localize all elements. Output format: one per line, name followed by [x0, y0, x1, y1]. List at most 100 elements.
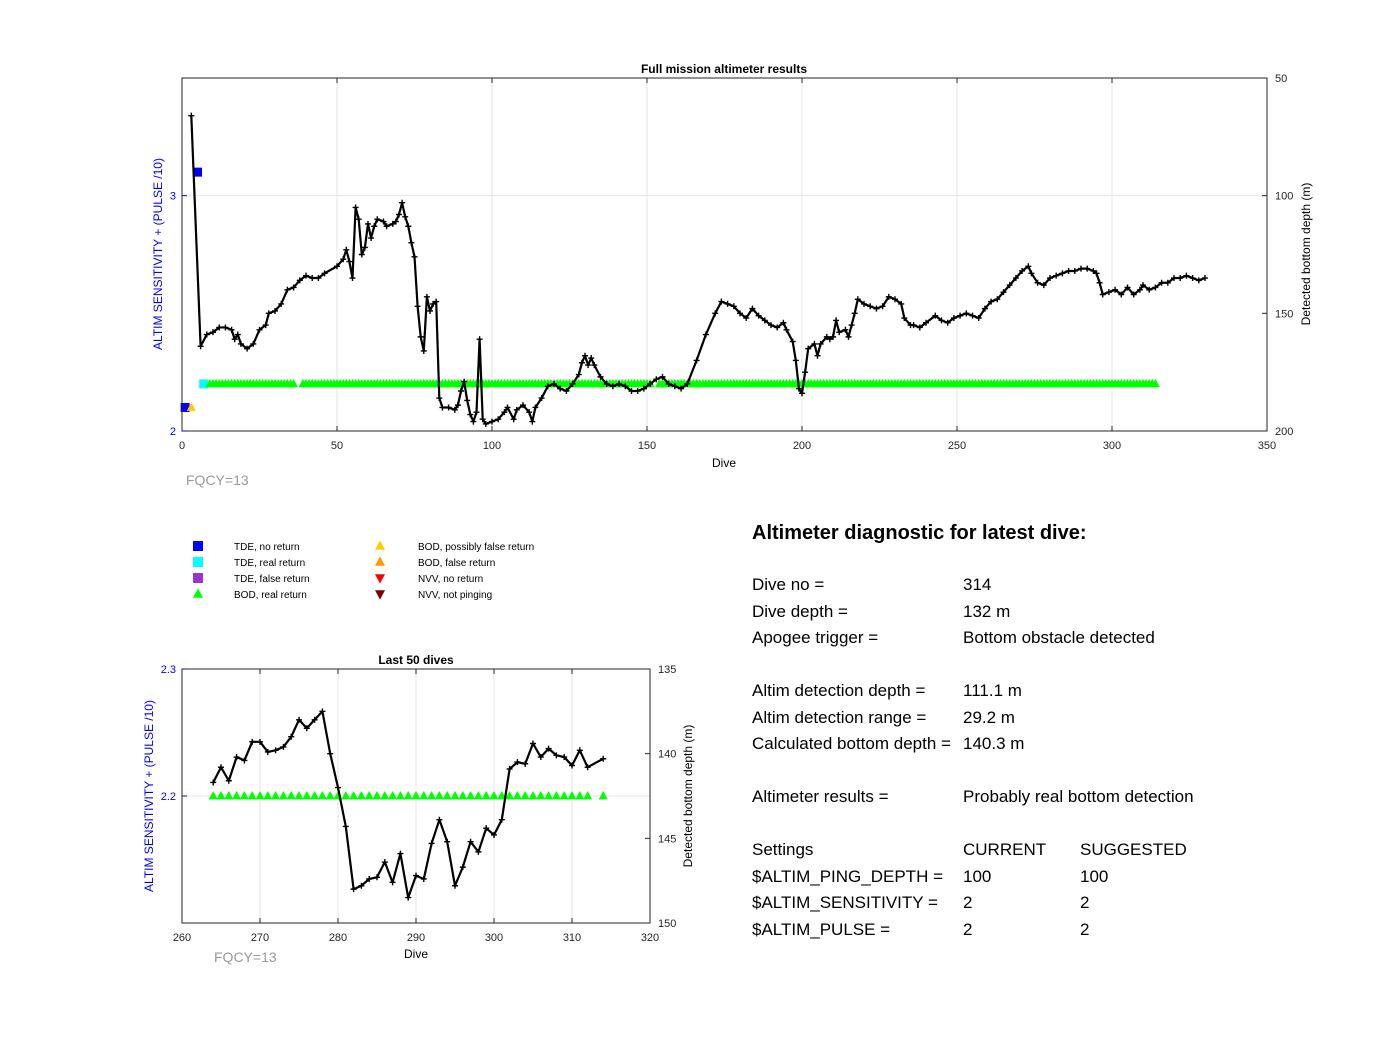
depth-point — [1040, 282, 1047, 289]
chart2-fqcy-annotation: FQCY=13 — [214, 949, 277, 965]
bod-real-return-marker — [411, 790, 421, 800]
depth-point — [1090, 267, 1097, 274]
x-tick-label: 310 — [563, 932, 581, 944]
diagnostic-suggested-value: 100 — [1080, 866, 1109, 886]
x-tick-label: 280 — [329, 932, 347, 944]
depth-point — [1084, 265, 1091, 272]
bod-real-return-marker — [489, 790, 499, 800]
y-right-tick-label: 100 — [1275, 191, 1293, 203]
bod-real-return-marker — [512, 790, 522, 800]
depth-point — [413, 872, 419, 879]
depth-point — [510, 416, 517, 423]
depth-point — [374, 874, 380, 881]
y-right-tick-label: 140 — [658, 749, 676, 761]
bod-real-return-marker — [427, 790, 437, 800]
bod-real-return-marker — [481, 790, 491, 800]
diagnostic-value: 2 — [963, 919, 973, 939]
depth-point — [944, 319, 951, 326]
bod-real-return-marker — [583, 790, 593, 800]
depth-point — [489, 418, 495, 425]
depth-point — [436, 816, 443, 823]
depth-point — [780, 319, 787, 326]
depth-point — [475, 848, 482, 855]
tde-false-returnlegend-marker — [193, 573, 203, 583]
depth-point — [303, 272, 309, 279]
diagnostic-value: Probably real bottom detection — [963, 787, 1194, 806]
diagnostic-row: Altim detection range = 29.2 m — [752, 708, 1372, 735]
y-left-tick-label: 2.2 — [161, 791, 176, 803]
depth-point — [647, 380, 654, 387]
depth-point — [501, 409, 508, 416]
depth-point — [444, 838, 451, 845]
depth-point — [1096, 279, 1103, 286]
depth-point — [569, 762, 575, 769]
depth-point — [526, 409, 533, 416]
chart1-depth-line — [188, 112, 1208, 427]
x-tick-label: 50 — [331, 440, 343, 452]
depth-point — [319, 708, 326, 715]
depth-point — [483, 825, 490, 832]
depth-point — [873, 305, 880, 312]
diagnostic-gap — [752, 814, 1372, 841]
depth-point — [1118, 291, 1125, 298]
bod-real-return-marker — [278, 790, 288, 800]
depth-point — [368, 235, 375, 242]
depth-point — [600, 755, 607, 762]
depth-point — [383, 223, 390, 230]
depth-point — [702, 331, 709, 338]
depth-point — [1177, 275, 1184, 282]
depth-point — [616, 380, 623, 387]
depth-point — [433, 298, 440, 305]
depth-point — [768, 322, 774, 329]
depth-point — [427, 307, 433, 314]
diagnostic-label: Altimeter results = — [752, 787, 889, 806]
bod-real-return-marker — [224, 790, 234, 800]
depth-point — [1065, 267, 1072, 274]
depth-point — [358, 882, 365, 889]
bod-real-return-marker — [450, 790, 460, 800]
y-right-tick-label: 150 — [658, 918, 676, 930]
bod-real-return-marker — [364, 790, 374, 800]
depth-point — [237, 340, 244, 347]
depth-point — [197, 343, 204, 350]
bod-real-return-marker — [380, 790, 390, 800]
depth-point — [234, 331, 241, 338]
depth-point — [1071, 267, 1078, 274]
depth-point — [342, 823, 349, 830]
chart2-xlabel: Dive — [404, 947, 428, 961]
depth-point — [290, 284, 297, 291]
depth-point — [506, 765, 513, 772]
chart1-grid — [182, 78, 1267, 431]
depth-point — [420, 347, 427, 354]
altimeter-diagnostic-panel: Altimeter diagnostic for latest dive: Di… — [752, 522, 1372, 946]
legend-label: TDE, false return — [234, 574, 310, 585]
diagnostic-suggested-value: SUGGESTED — [1080, 840, 1187, 859]
depth-point — [476, 336, 483, 343]
depth-point — [445, 404, 452, 411]
bod-real-return-marker — [263, 790, 273, 800]
depth-point — [374, 216, 381, 223]
bod-real-return-marker — [497, 790, 507, 800]
depth-point — [340, 256, 347, 263]
diagnostic-gap — [752, 655, 1372, 682]
depth-point — [520, 402, 526, 409]
diagnostic-value: 100 — [963, 866, 992, 886]
depth-point — [411, 253, 418, 260]
chart1-fqcy-annotation: FQCY=13 — [186, 472, 249, 488]
depth-point — [250, 340, 257, 347]
bod-real-return-marker — [208, 790, 218, 800]
legend: TDE, no return TDE, real return TDE, false… — [193, 540, 534, 601]
depth-point — [755, 312, 762, 319]
depth-point — [430, 300, 437, 307]
depth-point — [1124, 284, 1131, 291]
depth-point — [210, 329, 216, 336]
depth-point — [216, 324, 223, 331]
depth-point — [530, 740, 536, 747]
depth-point — [994, 296, 1001, 303]
depth-point — [1164, 279, 1171, 286]
depth-point — [836, 329, 843, 336]
depth-point — [545, 745, 552, 752]
bod-possibly-false-return-marker — [186, 402, 196, 411]
depth-point — [923, 319, 929, 326]
bod-real-return-marker — [372, 790, 382, 800]
